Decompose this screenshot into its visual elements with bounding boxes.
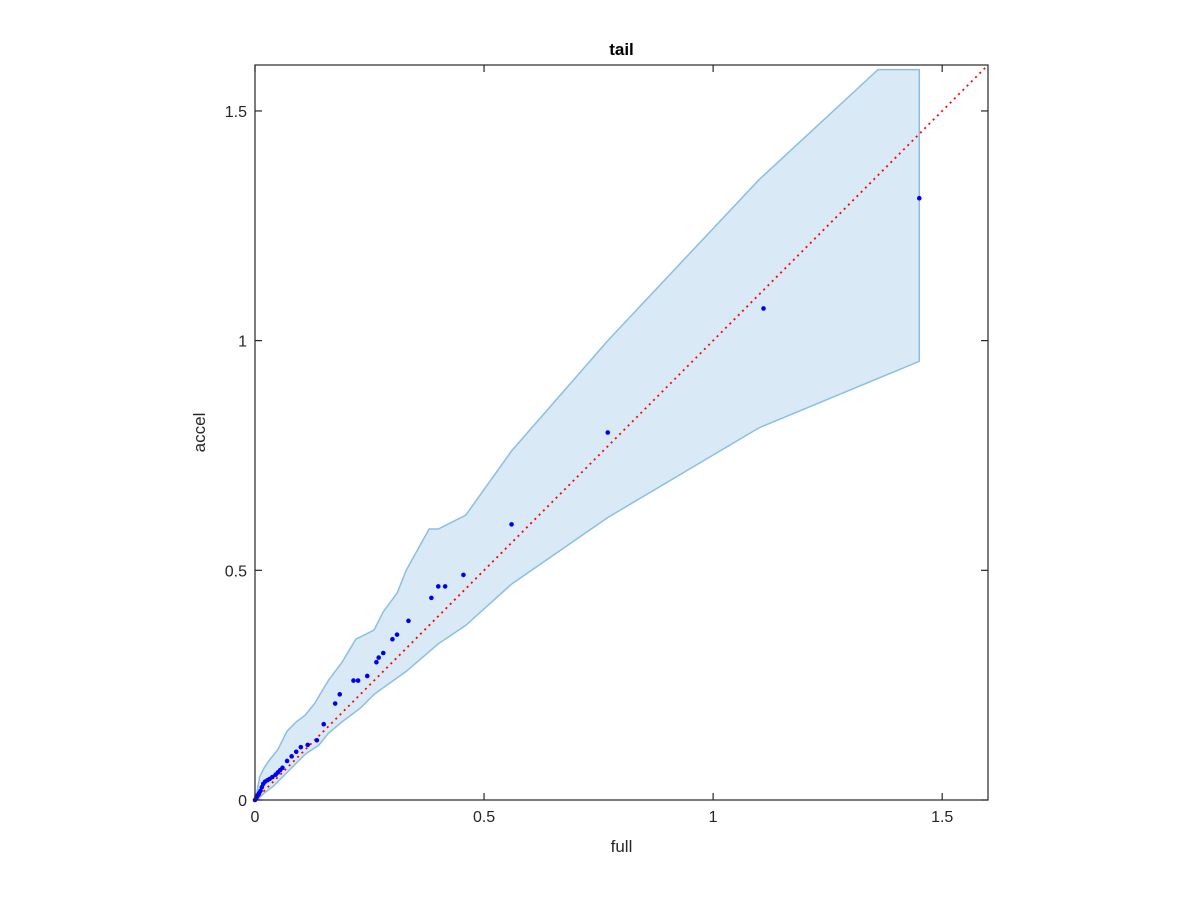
data-point [761, 306, 766, 311]
x-tick-label: 1 [709, 809, 718, 826]
data-point [509, 522, 514, 527]
data-point [442, 584, 448, 589]
data-point [289, 754, 294, 759]
x-tick-label: 1.5 [931, 809, 953, 826]
data-point [351, 678, 356, 683]
data-point [270, 774, 275, 780]
data-point [429, 595, 434, 601]
data-point [605, 430, 611, 435]
chart-title: tail [609, 40, 634, 59]
data-point [258, 788, 263, 794]
data-point [406, 618, 411, 624]
x-tick-label: 0.5 [473, 809, 495, 826]
data-point [380, 650, 386, 656]
data-point [298, 744, 304, 750]
data-point [394, 632, 400, 637]
data-points [252, 195, 922, 803]
confidence-band [255, 68, 921, 802]
data-point [321, 721, 327, 727]
data-point [376, 655, 381, 660]
reference-line [254, 64, 989, 801]
data-point [284, 758, 290, 764]
data-point [314, 737, 320, 743]
data-point [293, 749, 299, 755]
axes-box [254, 64, 989, 801]
y-axis-label: accel [190, 413, 209, 453]
data-point [435, 584, 441, 589]
data-point [461, 572, 466, 578]
y-tick-label: 1 [238, 334, 247, 351]
axis-ticks: 0 0.5 1 1.5 0 0.5 1 1.5 [225, 65, 988, 826]
data-point [364, 673, 370, 679]
y-tick-label: 1.5 [225, 104, 247, 121]
plot-area [252, 64, 989, 803]
y-tick-label: 0 [238, 793, 247, 810]
data-point [374, 659, 379, 665]
data-point [337, 692, 343, 697]
x-axis-label: full [611, 837, 633, 856]
data-point [305, 742, 310, 748]
data-point [332, 701, 338, 706]
x-tick-label: 0 [251, 809, 260, 826]
data-point [280, 765, 285, 771]
y-tick-label: 0.5 [225, 563, 247, 580]
data-point [355, 678, 361, 683]
data-point [916, 195, 922, 201]
data-point [390, 636, 395, 642]
